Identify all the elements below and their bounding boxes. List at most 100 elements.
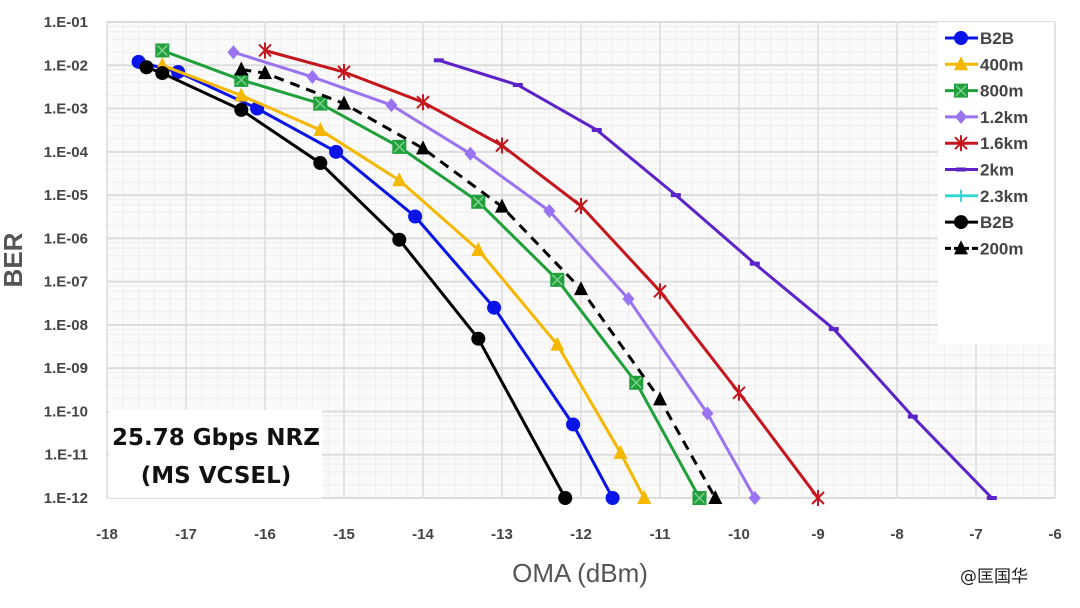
square-cross — [235, 74, 247, 86]
diamond-marker — [543, 203, 556, 218]
legend-label: 400m — [980, 55, 1023, 74]
y-tick-label: 1.E-08 — [44, 317, 88, 334]
diamond-marker — [306, 69, 319, 84]
series-2km-5 — [433, 58, 997, 500]
y-tick-label: 1.E-02 — [44, 57, 88, 74]
triangle-marker — [234, 61, 249, 76]
x-tick-label: -9 — [811, 526, 824, 543]
square-cross — [693, 492, 706, 504]
series-line — [138, 60, 614, 499]
triangle-marker — [337, 95, 351, 110]
circle-marker — [139, 60, 154, 75]
y-ticks: 1.E-01 1.E-02 1.E-03 1.E-04 1.E-05 1.E-06 1.E-… — [44, 14, 89, 507]
y-tick-label: 1.E-07 — [44, 274, 88, 291]
series-1-2km-3 — [227, 45, 761, 505]
dash-marker — [828, 327, 839, 332]
dash-marker — [591, 127, 602, 132]
x-tick-label: -8 — [890, 526, 903, 543]
y-tick-label: 1.E-09 — [44, 360, 88, 377]
legend-item: 1.6km — [945, 134, 1028, 153]
circle-marker — [471, 331, 486, 346]
triangle-marker — [416, 140, 430, 155]
diamond-marker — [622, 291, 635, 306]
asterisk-marker — [495, 137, 509, 154]
series-line — [438, 58, 993, 500]
dash-marker — [512, 83, 523, 88]
dash-marker — [670, 193, 681, 198]
y-axis-label: BER — [0, 232, 28, 287]
diamond-marker — [701, 406, 714, 421]
annotation-line-2: (MS VCSEL) — [141, 463, 292, 489]
circle-marker — [234, 102, 249, 117]
legend-label: 1.2km — [980, 108, 1028, 127]
legend-label: 1.6km — [980, 134, 1028, 153]
legend-label: 800m — [980, 82, 1023, 101]
triangle-marker — [550, 336, 565, 351]
x-tick-label: -12 — [570, 526, 592, 543]
circle-marker — [487, 300, 502, 315]
dash-marker — [749, 261, 760, 266]
circle-marker — [155, 66, 170, 81]
triangle-marker — [234, 87, 249, 102]
series-400m-1 — [155, 57, 652, 504]
circle-marker — [566, 417, 581, 432]
dash-marker — [956, 167, 966, 172]
square-cross — [393, 141, 405, 153]
square-marker — [234, 72, 249, 87]
diamond-marker — [748, 491, 761, 505]
asterisk-marker — [337, 63, 351, 80]
legend-item: B2B — [945, 29, 1014, 48]
x-tick-label: -7 — [969, 526, 982, 543]
legend-label: B2B — [980, 213, 1014, 232]
annotation-line-1: 25.78 Gbps NRZ — [112, 425, 320, 451]
triangle-marker — [574, 281, 588, 296]
legend-item: 800m — [945, 82, 1023, 101]
series-line — [241, 68, 717, 499]
x-tick-label: -10 — [728, 526, 750, 543]
y-tick-label: 1.E-03 — [44, 101, 88, 118]
dash-marker — [986, 496, 997, 500]
circle-marker — [558, 491, 573, 505]
legend-item: 2km — [945, 161, 1014, 180]
circle-marker — [954, 215, 968, 230]
circle-marker — [954, 31, 968, 45]
asterisk-marker — [416, 94, 430, 111]
dash-marker — [907, 414, 918, 419]
y-tick-label: 1.E-01 — [44, 14, 88, 31]
legend-item: 200m — [945, 239, 1023, 258]
x-tick-label: -17 — [175, 526, 197, 543]
x-tick-label: -6 — [1048, 526, 1061, 543]
series-1-6km-4 — [258, 42, 825, 506]
triangle-marker — [637, 490, 652, 504]
asterisk-marker — [811, 490, 825, 506]
square-cross — [314, 98, 326, 110]
circle-marker — [392, 232, 407, 247]
asterisk-marker — [258, 42, 272, 59]
square-cross — [472, 196, 484, 208]
circle-marker — [313, 156, 328, 171]
circle-marker — [408, 209, 423, 224]
diamond-marker — [955, 109, 967, 124]
y-tick-label: 1.E-10 — [44, 403, 88, 420]
asterisk-marker — [574, 197, 588, 214]
x-tick-label: -15 — [333, 526, 355, 543]
series-line — [264, 49, 820, 499]
triangle-marker — [313, 121, 328, 136]
y-tick-label: 1.E-11 — [45, 447, 88, 464]
triangle-marker — [954, 240, 968, 255]
y-tick-label: 1.E-12 — [44, 490, 88, 507]
x-tick-label: -11 — [650, 526, 671, 543]
y-tick-label: 1.E-05 — [44, 187, 88, 204]
dash-marker — [433, 58, 444, 63]
annotation-background — [109, 410, 322, 498]
series-200m-8 — [234, 61, 723, 504]
plus-marker — [955, 189, 967, 202]
asterisk-marker — [653, 283, 667, 300]
square-marker — [392, 139, 407, 154]
legend-item: 400m — [945, 55, 1023, 74]
series-800m-2 — [155, 43, 707, 505]
square-marker — [629, 375, 644, 390]
asterisk-marker — [954, 135, 968, 152]
diamond-marker — [385, 98, 398, 113]
triangle-marker — [653, 391, 667, 406]
